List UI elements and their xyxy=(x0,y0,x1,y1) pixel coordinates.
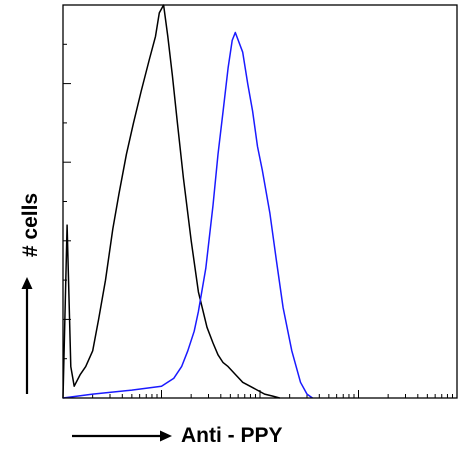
plot-frame xyxy=(62,4,458,399)
y-axis-arrow-head xyxy=(21,277,33,289)
plot-series xyxy=(62,4,313,399)
y-axis-label: # cells xyxy=(19,192,42,258)
control-histogram-line xyxy=(62,4,280,399)
axis-ticks xyxy=(62,4,458,399)
x-axis-arrow-head xyxy=(160,430,172,442)
anti-ppy-histogram-line xyxy=(62,31,313,399)
x-axis-label: Anti - PPY xyxy=(181,424,283,447)
